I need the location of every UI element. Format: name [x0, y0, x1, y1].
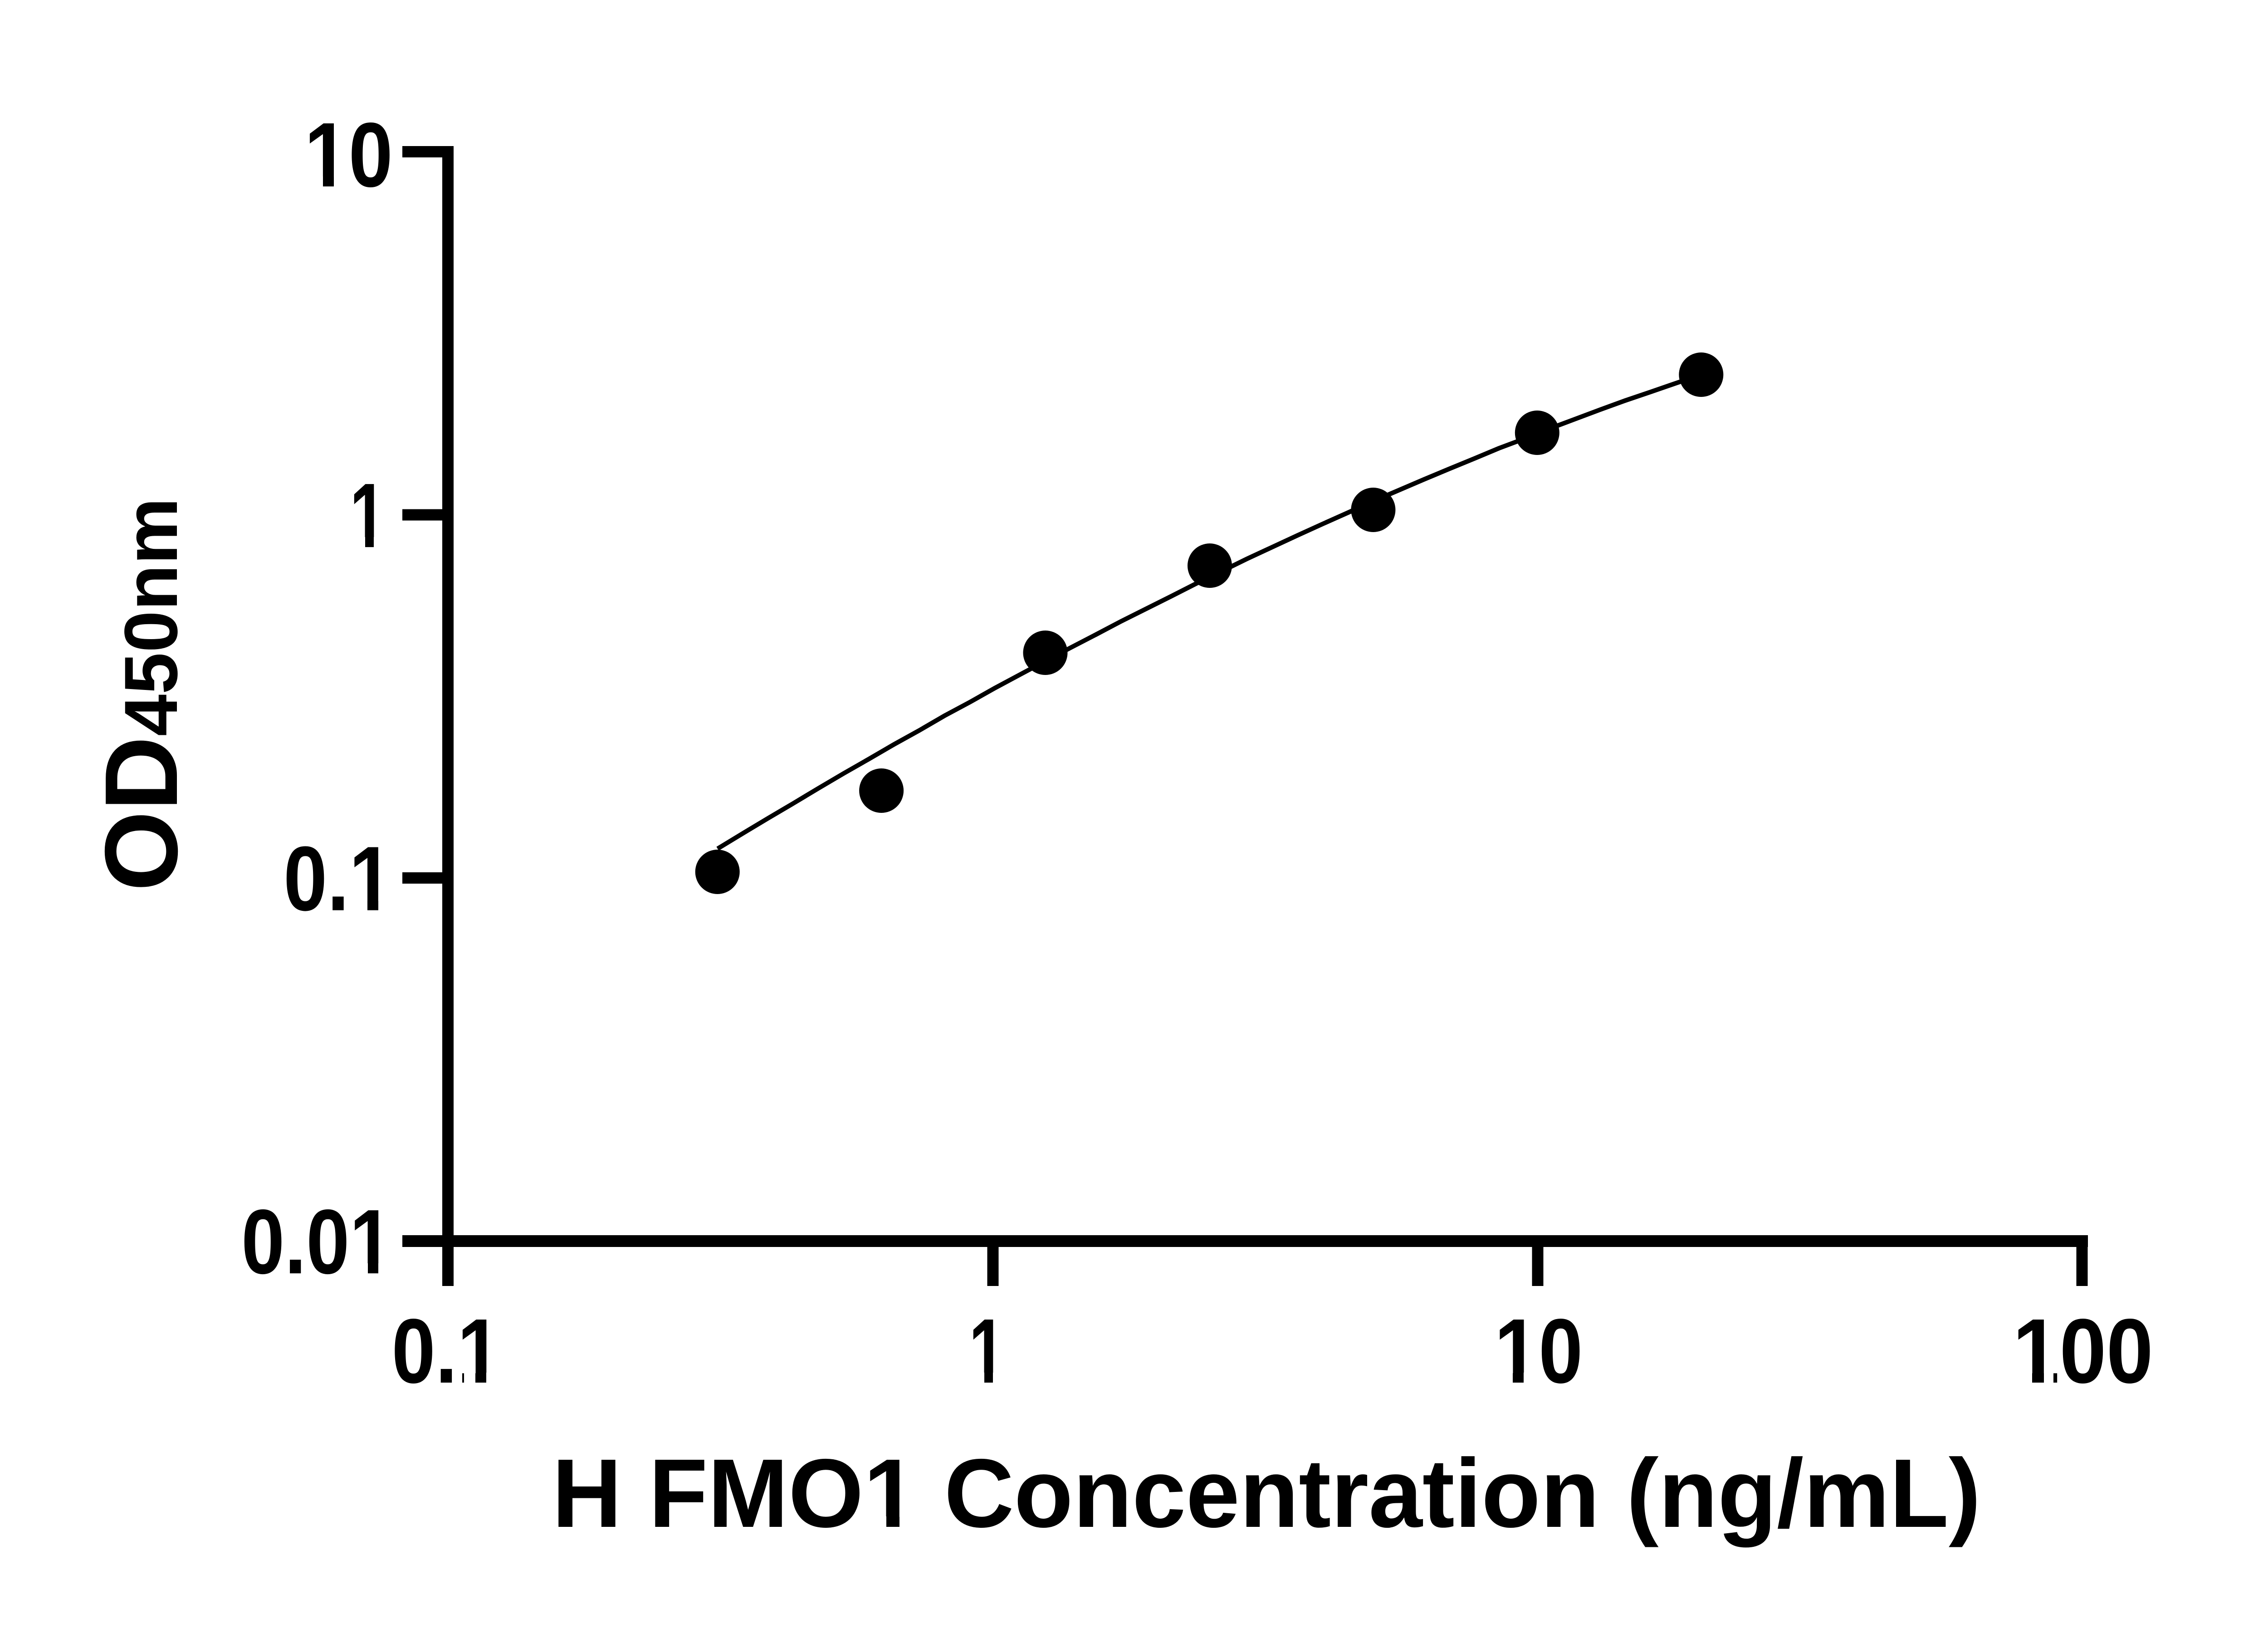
svg-text:0.1: 0.1: [392, 1300, 501, 1402]
svg-text:H FMO1 Concentration (ng/mL): H FMO1 Concentration (ng/mL): [552, 1438, 1981, 1548]
svg-text:1: 1: [350, 464, 386, 567]
svg-text:1: 1: [969, 1300, 1005, 1402]
svg-text:0.01: 0.01: [241, 1190, 393, 1293]
svg-text:10: 10: [1495, 1300, 1583, 1402]
svg-text:10: 10: [304, 103, 393, 206]
svg-text:100: 100: [2013, 1300, 2153, 1402]
svg-text:0.1: 0.1: [284, 827, 393, 930]
